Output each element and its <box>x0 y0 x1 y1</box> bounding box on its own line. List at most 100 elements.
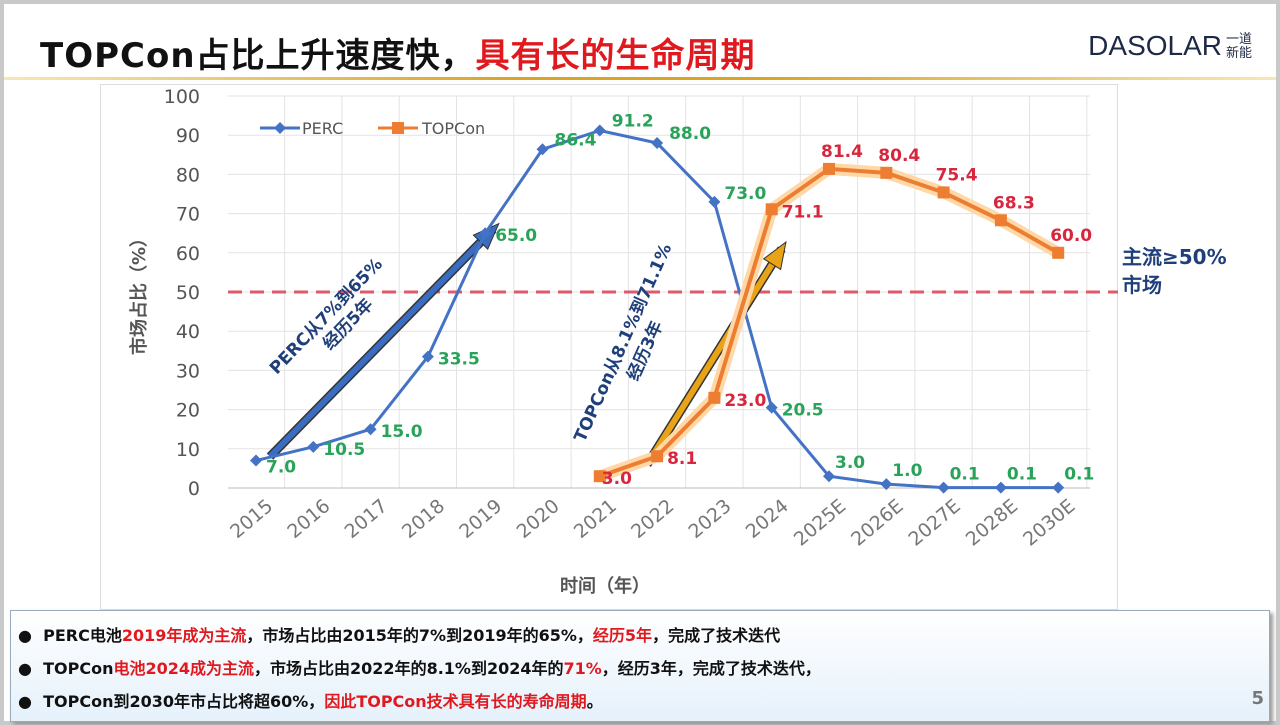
x-tick-label: 2023 <box>684 495 735 543</box>
topcon-point <box>1052 246 1065 259</box>
legend-topcon-label: TOPCon <box>421 119 485 138</box>
data-label: 3.0 <box>835 453 865 473</box>
perc-point <box>479 227 492 240</box>
logo-cn: 一道新能 <box>1226 31 1253 60</box>
note-text: 因此TOPCon技术具有长的寿命周期 <box>324 692 587 711</box>
note-text: 经历5年 <box>592 626 653 645</box>
perc-point <box>994 481 1007 494</box>
perc-point <box>708 195 721 208</box>
x-axis-label: 时间（年） <box>560 575 650 597</box>
data-label: 71.1 <box>782 202 824 222</box>
data-label: 0.1 <box>950 465 980 485</box>
x-tick-label: 2021 <box>570 495 621 543</box>
data-label: 60.0 <box>1050 226 1092 246</box>
y-tick-label: 50 <box>176 282 200 304</box>
note-item: ● TOPCon到2030年市占比将超60%，因此TOPCon技术具有长的寿命周… <box>18 688 603 712</box>
annotation-text: TOPCon从8.1%到71.1% <box>571 241 677 445</box>
legend-perc-label: PERC <box>302 119 343 138</box>
note-item: ● TOPCon电池2024成为主流，市场占比由2022年的8.1%到2024年… <box>18 655 821 679</box>
y-tick-label: 40 <box>176 321 200 343</box>
perc-point <box>880 478 893 491</box>
x-tick-label: 2028E <box>962 495 1022 551</box>
slide-title: TOPCon占比上升速度快，具有长的生命周期 <box>40 28 756 77</box>
data-label: 15.0 <box>381 422 423 442</box>
perc-point <box>593 124 606 137</box>
bullet-icon: ● <box>18 659 44 678</box>
title-red: 具有长的生命周期 <box>475 36 756 76</box>
note-item: ● PERC电池2019年成为主流，市场占比由2015年的7%到2019年的65… <box>18 622 780 646</box>
perc-point <box>823 470 835 483</box>
data-label: 7.0 <box>266 458 296 478</box>
data-label: 80.4 <box>878 146 920 166</box>
note-text: PERC电池 <box>43 626 122 645</box>
perc-point <box>937 481 950 494</box>
x-tick-label: 2017 <box>341 495 392 543</box>
topcon-point <box>651 450 664 463</box>
reference-label: 市场 <box>1122 273 1162 297</box>
data-label: 91.2 <box>612 111 654 131</box>
data-label: 88.0 <box>669 124 711 144</box>
data-label: 23.0 <box>724 391 766 411</box>
x-tick-label: 2016 <box>283 495 334 543</box>
topcon-point <box>765 203 778 216</box>
y-tick-label: 60 <box>176 243 200 265</box>
bullet-icon: ● <box>18 692 44 711</box>
note-text: TOPCon <box>43 659 114 678</box>
logo-text: DASOLAR <box>1088 30 1222 61</box>
topcon-point <box>937 186 950 199</box>
y-tick-label: 10 <box>176 439 200 461</box>
topcon-point <box>823 162 835 175</box>
note-text: ，市场占比由2015年的7%到2019年的65%， <box>246 626 593 645</box>
perc-point <box>421 350 434 363</box>
data-label: 75.4 <box>936 165 978 185</box>
y-tick-label: 100 <box>164 86 200 108</box>
data-label: 0.1 <box>1064 465 1094 485</box>
topcon-point <box>880 166 893 179</box>
x-tick-label: 2020 <box>513 495 564 543</box>
note-text: 。 <box>586 692 603 711</box>
y-tick-label: 90 <box>176 125 200 147</box>
data-label: 1.0 <box>892 461 922 481</box>
x-tick-label: 2030E <box>1019 495 1079 551</box>
perc-point <box>307 440 320 453</box>
y-tick-label: 20 <box>176 400 200 422</box>
topcon-point <box>593 470 606 483</box>
note-text: 电池2024成为主流 <box>113 659 255 678</box>
legend-perc-marker <box>274 122 286 134</box>
data-label: 73.0 <box>724 184 766 204</box>
data-label: 8.1 <box>667 449 697 469</box>
y-axis-label: 市场占比（%） <box>128 229 150 355</box>
data-label: 86.4 <box>555 130 597 150</box>
y-tick-label: 30 <box>176 360 200 382</box>
x-tick-label: 2025E <box>790 495 850 551</box>
annotation-arrow <box>267 227 496 459</box>
x-tick-label: 2024 <box>742 495 793 543</box>
data-label: 10.5 <box>323 440 365 460</box>
x-tick-label: 2019 <box>455 495 506 543</box>
arrow-head-icon <box>762 240 787 271</box>
slide: TOPCon占比上升速度快，具有长的生命周期 DASOLAR 一道新能 <box>4 4 1276 722</box>
y-tick-label: 80 <box>176 164 200 186</box>
data-label: 81.4 <box>821 142 863 162</box>
reference-label: 主流≥50% <box>1122 245 1227 269</box>
topcon-point <box>708 391 721 404</box>
perc-point <box>536 143 549 156</box>
topcon-point <box>994 214 1007 227</box>
x-tick-label: 2022 <box>627 495 678 543</box>
chart-frame <box>100 84 1118 610</box>
note-text: ，完成了技术迭代 <box>652 626 781 645</box>
y-tick-label: 0 <box>188 478 200 500</box>
perc-point <box>364 423 377 436</box>
data-label: 68.3 <box>993 193 1035 213</box>
x-tick-label: 2027E <box>904 495 964 551</box>
logo: DASOLAR 一道新能 <box>1088 30 1254 62</box>
note-text: 71% <box>563 659 602 678</box>
note-text: ，市场占比由2022年的8.1%到2024年的 <box>254 659 564 678</box>
bullet-icon: ● <box>18 626 44 645</box>
data-label: 3.0 <box>602 469 632 489</box>
notes-box <box>10 610 1270 722</box>
perc-point <box>765 401 778 414</box>
x-tick-label: 2018 <box>398 495 449 543</box>
data-label: 33.5 <box>438 350 480 370</box>
